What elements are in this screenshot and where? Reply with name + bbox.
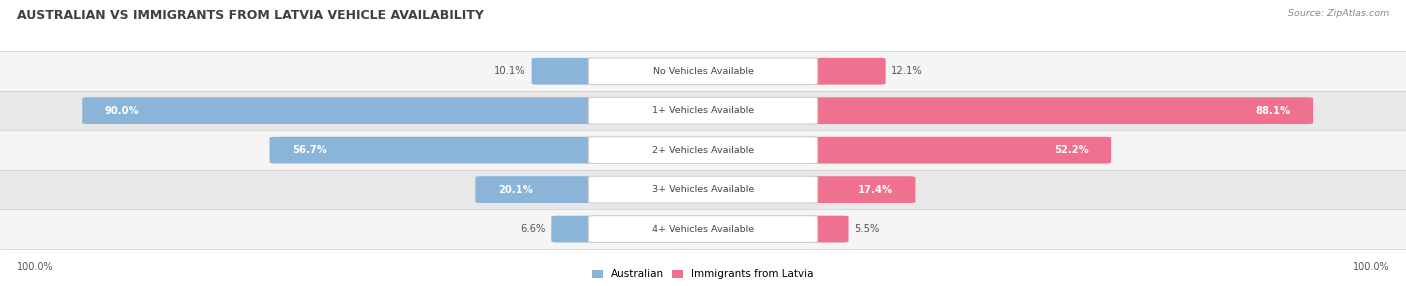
FancyBboxPatch shape bbox=[82, 97, 599, 124]
Legend: Australian, Immigrants from Latvia: Australian, Immigrants from Latvia bbox=[592, 269, 814, 279]
Bar bbox=[0, 51, 1406, 91]
FancyBboxPatch shape bbox=[588, 97, 818, 124]
Text: Source: ZipAtlas.com: Source: ZipAtlas.com bbox=[1288, 9, 1389, 17]
Text: 88.1%: 88.1% bbox=[1256, 106, 1291, 116]
Text: 52.2%: 52.2% bbox=[1054, 145, 1088, 155]
FancyBboxPatch shape bbox=[807, 176, 915, 203]
Text: 20.1%: 20.1% bbox=[498, 185, 533, 194]
FancyBboxPatch shape bbox=[807, 216, 849, 243]
FancyBboxPatch shape bbox=[588, 58, 818, 85]
FancyBboxPatch shape bbox=[270, 137, 599, 164]
Text: 6.6%: 6.6% bbox=[520, 224, 546, 234]
Bar bbox=[0, 209, 1406, 249]
FancyBboxPatch shape bbox=[475, 176, 599, 203]
Text: 90.0%: 90.0% bbox=[104, 106, 139, 116]
Text: 1+ Vehicles Available: 1+ Vehicles Available bbox=[652, 106, 754, 115]
Text: 100.0%: 100.0% bbox=[1353, 263, 1389, 272]
Text: 4+ Vehicles Available: 4+ Vehicles Available bbox=[652, 225, 754, 234]
Bar bbox=[0, 91, 1406, 130]
Text: 5.5%: 5.5% bbox=[855, 224, 880, 234]
Text: 10.1%: 10.1% bbox=[495, 66, 526, 76]
Text: AUSTRALIAN VS IMMIGRANTS FROM LATVIA VEHICLE AVAILABILITY: AUSTRALIAN VS IMMIGRANTS FROM LATVIA VEH… bbox=[17, 9, 484, 21]
Bar bbox=[0, 170, 1406, 209]
Text: No Vehicles Available: No Vehicles Available bbox=[652, 67, 754, 76]
Text: 100.0%: 100.0% bbox=[17, 263, 53, 272]
FancyBboxPatch shape bbox=[807, 137, 1111, 164]
Text: 3+ Vehicles Available: 3+ Vehicles Available bbox=[652, 185, 754, 194]
FancyBboxPatch shape bbox=[531, 58, 599, 85]
FancyBboxPatch shape bbox=[807, 58, 886, 85]
Text: 12.1%: 12.1% bbox=[891, 66, 922, 76]
FancyBboxPatch shape bbox=[807, 97, 1313, 124]
FancyBboxPatch shape bbox=[588, 216, 818, 243]
Bar bbox=[0, 130, 1406, 170]
FancyBboxPatch shape bbox=[551, 216, 599, 243]
Text: 17.4%: 17.4% bbox=[858, 185, 893, 194]
Text: 56.7%: 56.7% bbox=[292, 145, 328, 155]
FancyBboxPatch shape bbox=[588, 176, 818, 203]
Text: 2+ Vehicles Available: 2+ Vehicles Available bbox=[652, 146, 754, 155]
FancyBboxPatch shape bbox=[588, 137, 818, 164]
